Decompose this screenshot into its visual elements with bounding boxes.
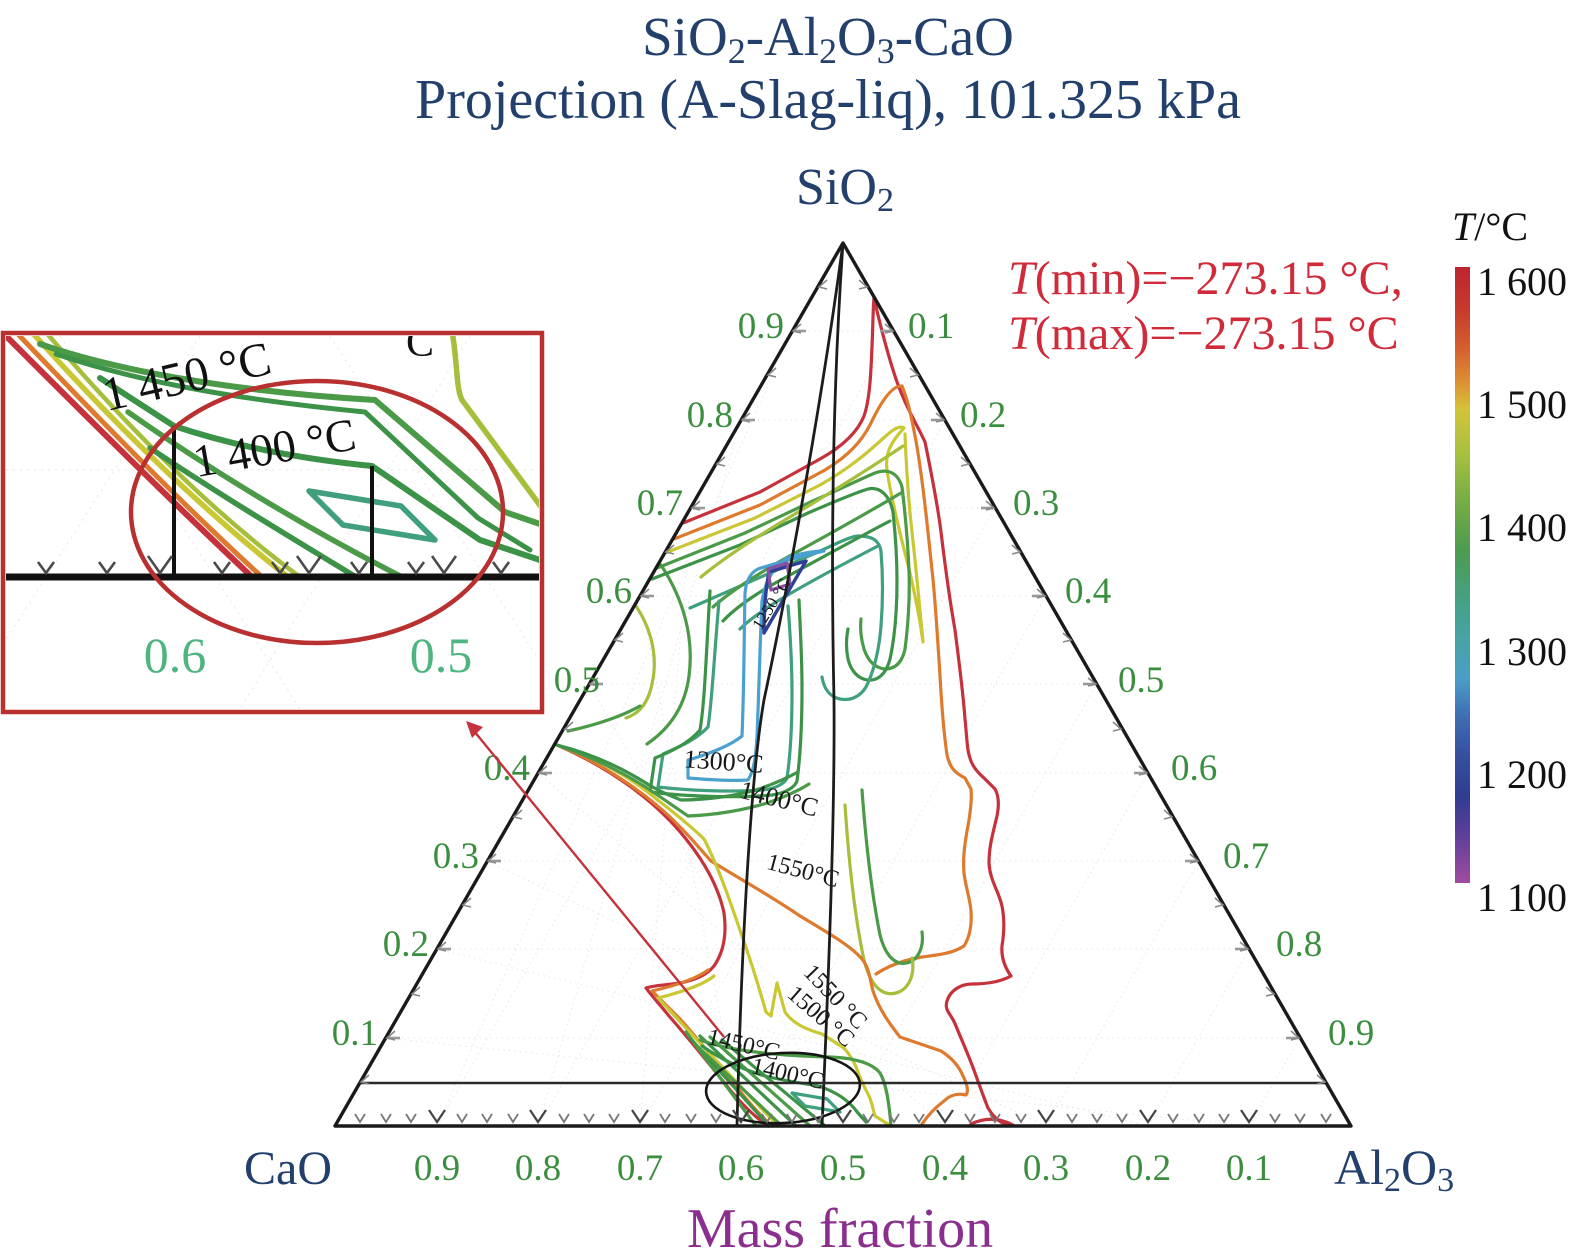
svg-text:0.5: 0.5 <box>554 660 600 701</box>
svg-text:0.3: 0.3 <box>1013 483 1059 524</box>
svg-text:0.6: 0.6 <box>586 571 632 612</box>
svg-text:0.1: 0.1 <box>908 306 954 347</box>
svg-text:1 200: 1 200 <box>1477 752 1567 797</box>
svg-text:0.6: 0.6 <box>718 1148 764 1189</box>
svg-text:T/°C: T/°C <box>1452 204 1528 249</box>
svg-text:0.4: 0.4 <box>1065 571 1111 612</box>
svg-text:1300°C: 1300°C <box>683 744 765 778</box>
svg-text:0.5: 0.5 <box>410 627 473 683</box>
svg-text:T(max)=−273.15 °C: T(max)=−273.15 °C <box>1008 307 1399 360</box>
svg-text:0.7: 0.7 <box>617 1148 663 1189</box>
svg-text:1 400: 1 400 <box>1477 505 1567 550</box>
svg-text:1 100: 1 100 <box>1477 875 1567 920</box>
svg-text:C: C <box>406 320 434 366</box>
svg-text:0.1: 0.1 <box>1226 1148 1272 1189</box>
svg-text:CaO: CaO <box>244 1142 332 1195</box>
svg-text:0.9: 0.9 <box>1328 1013 1374 1054</box>
svg-text:0.2: 0.2 <box>960 395 1006 436</box>
svg-text:0.5: 0.5 <box>1118 660 1164 701</box>
svg-text:0.3: 0.3 <box>1023 1148 1069 1189</box>
svg-text:0.6: 0.6 <box>1171 748 1217 789</box>
svg-text:0.8: 0.8 <box>1276 924 1322 965</box>
svg-text:0.2: 0.2 <box>383 924 429 965</box>
svg-text:1 600: 1 600 <box>1477 259 1567 304</box>
svg-text:T(min)=−273.15 °C,: T(min)=−273.15 °C, <box>1008 252 1403 305</box>
svg-text:0.4: 0.4 <box>922 1148 968 1189</box>
svg-text:0.9: 0.9 <box>414 1148 460 1189</box>
svg-text:0.8: 0.8 <box>515 1148 561 1189</box>
svg-text:0.1: 0.1 <box>332 1013 378 1054</box>
svg-text:0.8: 0.8 <box>687 395 733 436</box>
svg-text:Mass fraction: Mass fraction <box>687 1198 993 1260</box>
svg-text:1 300: 1 300 <box>1477 629 1567 674</box>
svg-text:0.4: 0.4 <box>484 748 530 789</box>
svg-text:0.6: 0.6 <box>144 627 207 683</box>
svg-text:0.7: 0.7 <box>1223 836 1269 877</box>
svg-text:0.9: 0.9 <box>738 306 784 347</box>
svg-text:SiO2-Al2O3-CaO: SiO2-Al2O3-CaO <box>642 6 1014 71</box>
svg-text:Projection (A-Slag-liq), 101.3: Projection (A-Slag-liq), 101.325 kPa <box>415 69 1241 131</box>
svg-text:0.5: 0.5 <box>820 1148 866 1189</box>
svg-text:0.3: 0.3 <box>433 836 479 877</box>
svg-text:0.2: 0.2 <box>1125 1148 1171 1189</box>
svg-text:0.7: 0.7 <box>637 483 683 524</box>
svg-text:1 500: 1 500 <box>1477 382 1567 427</box>
